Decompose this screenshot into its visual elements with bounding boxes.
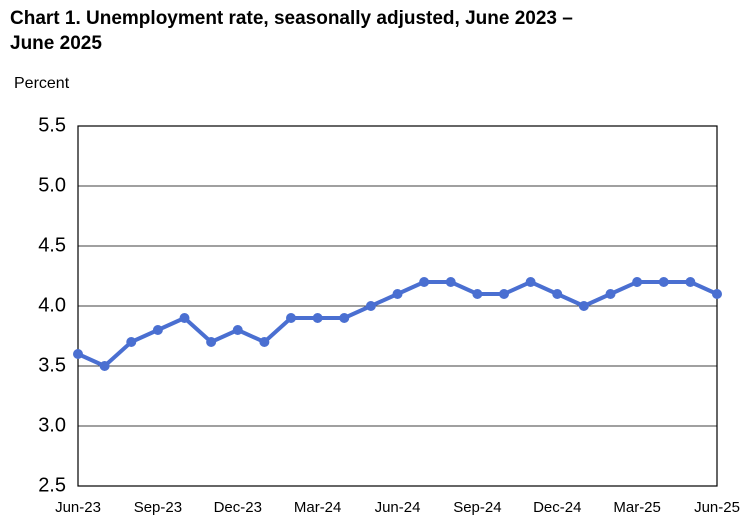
x-tick-label: Mar-25 — [613, 499, 661, 516]
plot-frame — [77, 125, 718, 487]
x-tick-label: Sep-24 — [453, 499, 501, 516]
marker — [472, 289, 483, 299]
marker — [445, 277, 456, 287]
marker — [259, 337, 270, 347]
y-tick-label: 5.0 — [38, 174, 66, 196]
y-tick-label: 2.5 — [38, 474, 66, 496]
marker — [419, 277, 430, 287]
y-tick-label: 4.0 — [38, 294, 66, 316]
marker — [392, 289, 403, 299]
chart-title: Chart 1. Unemployment rate, seasonally a… — [10, 8, 573, 54]
x-tick-label: Jun-24 — [375, 499, 421, 516]
marker — [605, 289, 616, 299]
marker — [152, 325, 163, 335]
marker — [552, 289, 563, 299]
x-tick-label: Mar-24 — [294, 499, 342, 516]
y-tick-label: 3.5 — [38, 354, 66, 376]
marker — [99, 361, 110, 371]
marker — [286, 313, 296, 323]
x-tick-label: Jun-23 — [55, 499, 101, 516]
marker — [525, 277, 536, 287]
marker — [206, 337, 217, 347]
x-tick-label: Sep-23 — [134, 499, 182, 516]
marker — [73, 349, 83, 359]
marker — [499, 289, 509, 299]
y-tick-label: 5.5 — [38, 114, 66, 136]
marker — [126, 337, 137, 347]
marker — [339, 313, 350, 323]
x-tick-label: Jun-25 — [694, 499, 740, 516]
marker — [365, 301, 376, 311]
marker — [712, 289, 722, 299]
marker — [179, 313, 190, 323]
y-axis-label: Percent — [14, 75, 70, 92]
marker — [578, 301, 589, 311]
x-tick-label: Dec-23 — [214, 499, 262, 516]
marker — [685, 277, 696, 287]
y-tick-label: 4.5 — [38, 234, 66, 256]
marker — [312, 313, 323, 323]
marker — [232, 325, 243, 335]
x-tick-label: Dec-24 — [533, 499, 581, 516]
marker — [658, 277, 669, 287]
marker — [632, 277, 643, 287]
y-tick-label: 3.0 — [38, 414, 66, 436]
